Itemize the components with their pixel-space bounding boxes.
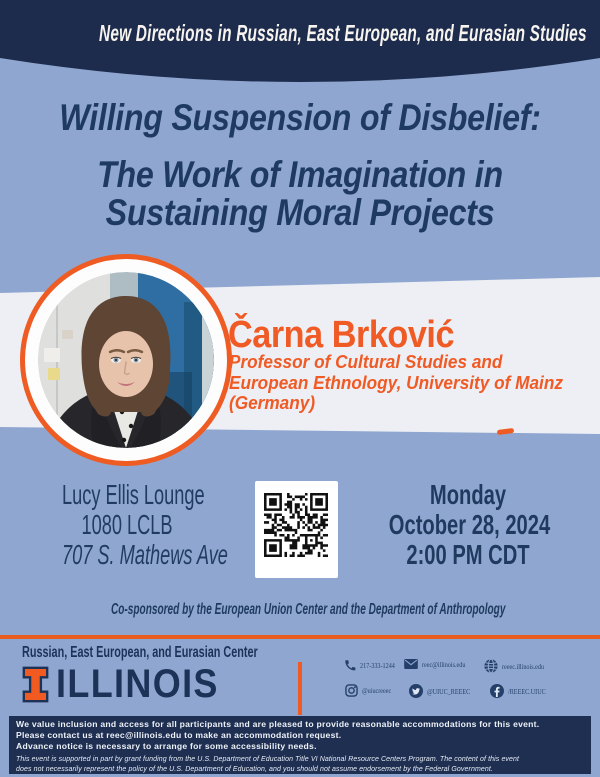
speaker-affiliation: Professor of Cultural Studies and Europe… [229, 351, 563, 414]
contact-facebook[interactable]: /REEEC.UIUC [490, 684, 554, 698]
event-time: 2:00 PM CDT [406, 539, 530, 570]
banner-curve [0, 54, 600, 82]
instagram-handle: @uiucreeec [362, 686, 392, 695]
orange-divider [0, 635, 600, 639]
contact-instagram[interactable]: @uiucreeec [345, 684, 398, 697]
speaker-portrait-illustration [38, 272, 214, 448]
location-address: 707 S. Mathews Ave [62, 539, 228, 570]
contact-website[interactable]: reeec.illinois.edu [484, 659, 553, 673]
email-address: reec@illinois.edu [422, 659, 466, 669]
qr-code-pattern [264, 493, 328, 557]
speaker-affiliation-line: (Germany) [229, 392, 316, 413]
talk-title-line-3: Sustaining Moral Projects [105, 192, 495, 233]
email-icon [404, 659, 418, 669]
website-url: reeec.illinois.edu [502, 661, 545, 671]
contact-phone[interactable]: 217-333-1244 [344, 659, 403, 671]
illinois-block-i-logo [22, 666, 49, 703]
series-title: New Directions in Russian, East European… [99, 20, 587, 46]
series-banner [0, 0, 600, 54]
speaker-name: Čarna Brković [228, 314, 455, 356]
facebook-icon [490, 684, 504, 698]
talk-title-line-1: Willing Suspension of Disbelief: [59, 97, 541, 138]
funding-disclaimer-line-2: does not necessarily represent the polic… [16, 765, 493, 773]
event-datetime: Monday October 28, 2024 2:00 PM CDT [388, 479, 551, 570]
footer-divider [298, 662, 302, 715]
accessibility-notice: We value inclusion and access for all pa… [9, 716, 591, 774]
center-name: Russian, East European, and Eurasian Cen… [22, 644, 258, 661]
contact-twitter[interactable]: @UIUC_REEEC [409, 684, 480, 698]
accessibility-line-2: Please contact us at reec@illinois.edu t… [16, 730, 342, 741]
contact-email[interactable]: reec@illinois.edu [404, 659, 475, 669]
band-accent-mark [496, 427, 515, 436]
phone-icon [345, 660, 356, 671]
location-venue: Lucy Ellis Lounge [62, 479, 205, 510]
talk-title-line-2: The Work of Imagination in [97, 154, 503, 195]
accessibility-line-1: We value inclusion and access for all pa… [16, 719, 540, 729]
instagram-icon [345, 684, 358, 697]
funding-disclaimer-line-1: This event is supported in part by grant… [16, 756, 520, 764]
twitter-handle: @UIUC_REEEC [427, 686, 471, 696]
location-room: 1080 LCLB [81, 509, 173, 540]
event-location: Lucy Ellis Lounge 1080 LCLB 707 S. Mathe… [62, 479, 228, 570]
facebook-handle: /REEEC.UIUC [508, 686, 546, 696]
accessibility-line-3: Advance notice is necessary to arrange f… [16, 741, 317, 752]
speaker-photo [20, 254, 232, 466]
event-day: Monday [429, 479, 507, 510]
illinois-wordmark: ILLINOIS [56, 662, 219, 706]
globe-icon [484, 659, 498, 673]
speaker-affiliation-line: European Ethnology, University of Mainz [229, 371, 563, 393]
phone-number: 217-333-1244 [360, 660, 395, 670]
event-date: October 28, 2024 [388, 509, 551, 540]
twitter-icon [409, 684, 423, 698]
qr-code [255, 481, 338, 578]
cosponsor-note: Co-sponsored by the European Union Cente… [111, 601, 506, 618]
speaker-affiliation-line: Professor of Cultural Studies and [229, 351, 503, 372]
